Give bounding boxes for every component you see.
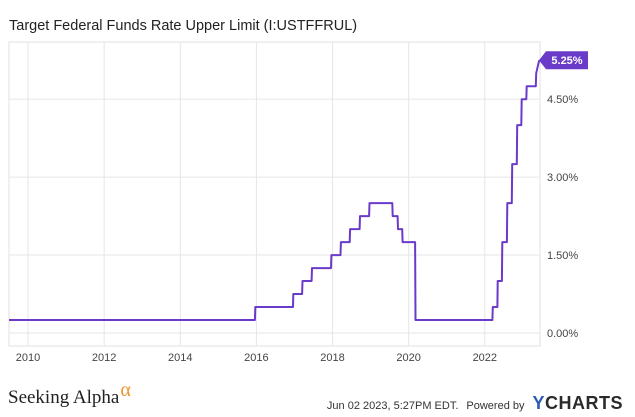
y-tick-label: 3.00% xyxy=(547,172,578,184)
x-tick-label: 2016 xyxy=(244,352,268,364)
ycharts-y-icon: Y xyxy=(532,393,545,413)
powered-by-label: Powered by xyxy=(466,400,525,412)
last-value-badge-group: 5.25% xyxy=(539,51,588,70)
tick-labels: 0.00% 1.50% 3.00% 4.50% 2010 2012 2014 2016 2018… xyxy=(16,94,579,364)
x-tick-label: 2010 xyxy=(16,352,40,364)
grid xyxy=(8,41,541,347)
timestamp: Jun 02 2023, 5:27PM EDT. xyxy=(326,400,459,412)
x-tick-label: 2020 xyxy=(396,352,420,364)
x-tick-label: 2014 xyxy=(168,352,192,364)
x-tick-label: 2012 xyxy=(92,352,116,364)
series-layer xyxy=(9,59,541,321)
x-tick-label: 2022 xyxy=(473,352,497,364)
y-tick-label: 4.50% xyxy=(547,94,578,106)
x-tick-label: 2018 xyxy=(320,352,344,364)
ycharts-logo: YCHARTS xyxy=(532,393,623,414)
y-tick-label: 0.00% xyxy=(547,328,578,340)
series-line xyxy=(9,59,541,321)
alpha-icon: α xyxy=(120,379,131,401)
brand-name: Seeking Alpha xyxy=(8,387,120,408)
y-tick-label: 1.50% xyxy=(547,250,578,262)
chart-footer: Jun 02 2023, 5:27PM EDT. Powered by YCHA… xyxy=(327,393,623,414)
chart-title: Target Federal Funds Rate Upper Limit (I… xyxy=(9,18,358,34)
last-value-badge xyxy=(539,51,588,70)
last-value-label: 5.25% xyxy=(551,55,582,67)
plot-frame xyxy=(8,41,541,347)
seeking-alpha-logo: Seeking Alphaα xyxy=(8,379,131,409)
ycharts-wordmark: CHARTS xyxy=(545,393,623,413)
